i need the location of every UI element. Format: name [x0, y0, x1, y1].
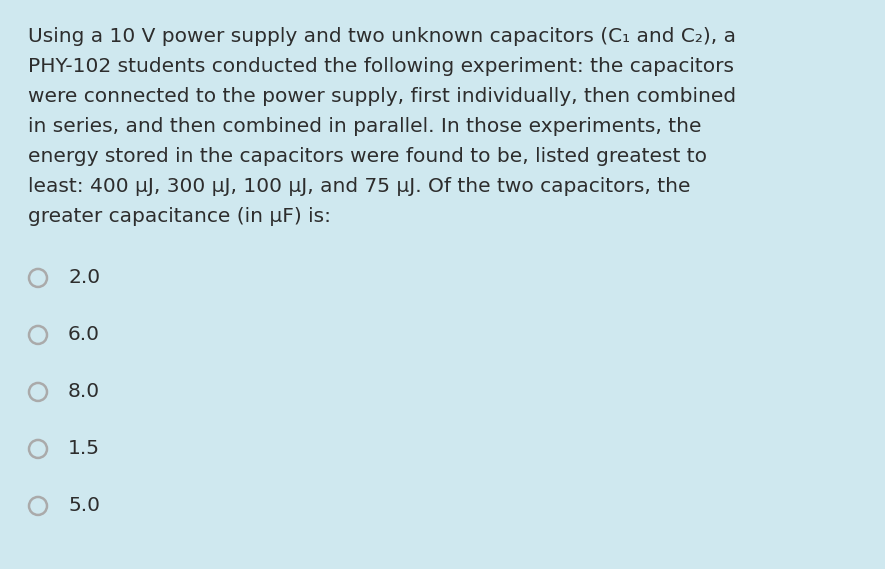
Text: 1.5: 1.5: [68, 439, 100, 459]
Text: 8.0: 8.0: [68, 382, 100, 402]
Text: in series, and then combined in parallel. In those experiments, the: in series, and then combined in parallel…: [28, 117, 702, 136]
Text: were connected to the power supply, first individually, then combined: were connected to the power supply, firs…: [28, 87, 736, 106]
Text: 5.0: 5.0: [68, 496, 100, 516]
Text: Using a 10 V power supply and two unknown capacitors (C₁ and C₂), a: Using a 10 V power supply and two unknow…: [28, 27, 736, 46]
Text: least: 400 μJ, 300 μJ, 100 μJ, and 75 μJ. Of the two capacitors, the: least: 400 μJ, 300 μJ, 100 μJ, and 75 μJ…: [28, 177, 690, 196]
Text: 6.0: 6.0: [68, 325, 100, 344]
Text: 2.0: 2.0: [68, 269, 100, 287]
Text: energy stored in the capacitors were found to be, listed greatest to: energy stored in the capacitors were fou…: [28, 147, 707, 166]
Text: greater capacitance (in μF) is:: greater capacitance (in μF) is:: [28, 207, 331, 226]
Text: PHY-102 students conducted the following experiment: the capacitors: PHY-102 students conducted the following…: [28, 57, 734, 76]
